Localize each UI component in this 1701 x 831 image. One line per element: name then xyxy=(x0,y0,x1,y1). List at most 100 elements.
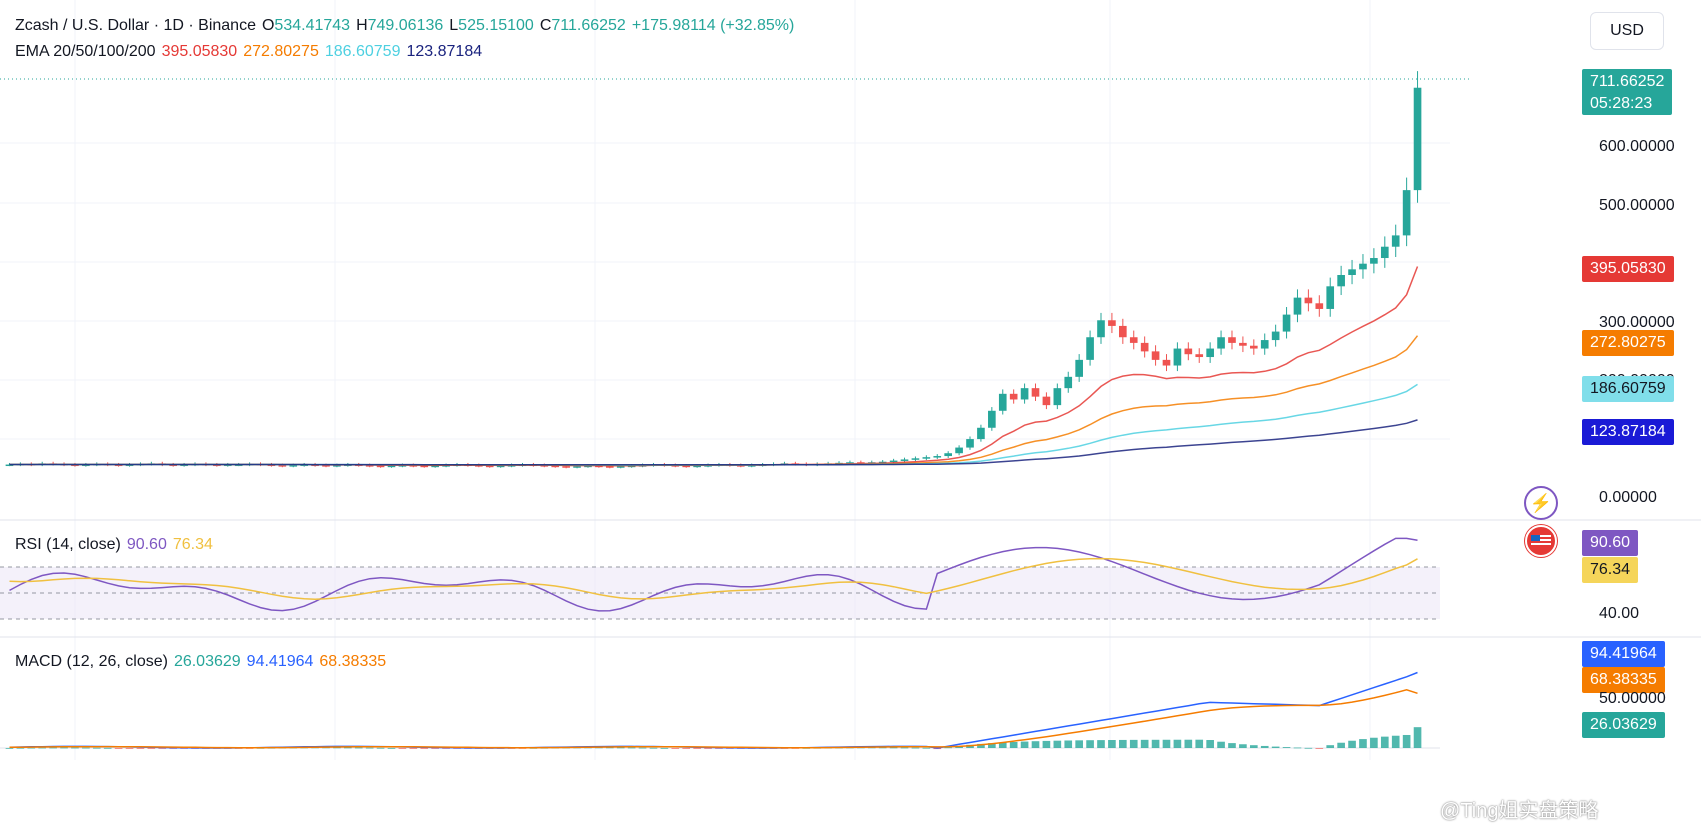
candle-body xyxy=(1228,337,1236,343)
candle-body xyxy=(322,465,330,467)
macd-histogram-bar xyxy=(1020,741,1029,748)
macd-histogram-bar xyxy=(49,747,57,749)
price-axis-label: 600.00000 xyxy=(1599,138,1675,155)
candle-body xyxy=(1129,337,1138,343)
candle-body xyxy=(922,457,931,459)
macd-histogram-bar xyxy=(1075,740,1083,748)
macd-hist-tag: 26.03629 xyxy=(1582,712,1665,738)
macd-label: MACD (12, 26, close) xyxy=(15,653,168,670)
macd-signal-line xyxy=(9,689,1418,749)
macd-histogram-bar xyxy=(1195,739,1204,748)
candle-body xyxy=(1260,340,1269,349)
ema-legend[interactable]: EMA 20/50/100/200 395.05830 272.80275 186.6… xyxy=(15,43,488,61)
currency-button[interactable]: USD xyxy=(1590,12,1664,50)
macd-histogram-bar xyxy=(660,747,669,749)
macd-histogram-bar xyxy=(900,747,909,749)
macd-histogram-bar xyxy=(998,742,1007,748)
candle-body xyxy=(1337,275,1345,287)
macd-histogram-bar xyxy=(1260,745,1269,748)
candle-body xyxy=(966,439,974,448)
macd-pane xyxy=(0,671,1440,750)
macd-histogram-bar xyxy=(1239,744,1247,748)
macd-histogram-bar xyxy=(1391,735,1400,748)
ema-legend-label: EMA 20/50/100/200 xyxy=(15,43,156,60)
macd-histogram-bar xyxy=(376,747,385,749)
candle-body xyxy=(387,465,396,468)
us-flag-icon[interactable] xyxy=(1525,525,1557,557)
rsi-value-tag: 90.60 xyxy=(1582,530,1639,556)
macd-histogram-bar xyxy=(431,748,439,749)
macd-histogram-bar xyxy=(977,743,985,748)
candle-body xyxy=(82,464,90,467)
lightning-icon[interactable]: ⚡ xyxy=(1524,486,1558,520)
candle-body xyxy=(1391,235,1400,247)
macd-histogram-bar xyxy=(398,748,407,749)
macd-histogram-bar xyxy=(1009,741,1018,748)
macd-histogram-bar xyxy=(5,748,14,749)
close-value: 711.66252 xyxy=(551,17,626,34)
candle-body xyxy=(1042,396,1051,406)
macd-histogram-bar xyxy=(649,747,658,749)
macd-histogram-bar xyxy=(922,747,931,749)
open-label: O xyxy=(261,17,275,34)
ema100-price-tag: 186.60759 xyxy=(1582,376,1674,402)
rsi-legend[interactable]: RSI (14, close) 90.60 76.34 xyxy=(15,536,219,554)
candle-body xyxy=(420,465,429,468)
macd-histogram-bar xyxy=(387,747,396,749)
candle-body xyxy=(1239,342,1247,346)
price-axis-label: 0.00000 xyxy=(1599,489,1657,506)
candle-body xyxy=(1075,359,1083,377)
rsi-pane xyxy=(0,537,1440,620)
candle-body xyxy=(333,465,341,467)
rsi-ma-tag: 76.34 xyxy=(1582,557,1639,583)
last-price-value: 711.66252 xyxy=(1590,73,1665,90)
macd-hist-value: 26.03629 xyxy=(173,653,241,670)
countdown-value: 05:28:23 xyxy=(1590,95,1653,112)
macd-histogram-bar xyxy=(1140,739,1149,748)
macd-histogram-bar xyxy=(1315,748,1324,749)
candle-body xyxy=(551,465,560,468)
macd-histogram-bar xyxy=(1031,741,1040,748)
candle-body xyxy=(595,465,603,468)
macd-histogram-bar xyxy=(344,747,352,749)
macd-histogram-bar xyxy=(1293,747,1302,749)
candle-body xyxy=(616,466,625,468)
ema200-value: 123.87184 xyxy=(406,43,483,60)
candle-body xyxy=(1140,342,1149,352)
symbol-header: Zcash / U.S. Dollar · 1D · Binance O534.4… xyxy=(15,17,800,35)
candle-body xyxy=(5,464,14,467)
candle-body xyxy=(1184,348,1193,355)
candle-body xyxy=(900,459,909,461)
macd-histogram-bar xyxy=(1173,739,1182,748)
low-value: 525.15100 xyxy=(458,17,534,34)
macd-histogram-bar xyxy=(1413,727,1422,748)
ema50-price-tag: 272.80275 xyxy=(1582,330,1674,356)
grid xyxy=(0,0,1701,760)
macd-histogram-bar xyxy=(1129,739,1138,748)
price-axis-label: 300.00000 xyxy=(1599,314,1675,331)
macd-histogram-bar xyxy=(704,748,712,749)
candle-body xyxy=(1413,87,1422,191)
candle-body xyxy=(1195,354,1204,358)
macd-histogram-bar xyxy=(365,747,374,749)
macd-legend[interactable]: MACD (12, 26, close) 26.03629 94.41964 68.3… xyxy=(15,653,392,671)
candle-body xyxy=(114,464,123,467)
macd-histogram-bar xyxy=(1271,746,1280,748)
candle-body xyxy=(365,465,374,467)
candle-body xyxy=(955,447,963,454)
candle-body xyxy=(1249,345,1258,349)
macd-histogram-bar xyxy=(1228,743,1236,748)
macd-histogram-bar xyxy=(71,747,79,749)
rsi-ma-value: 76.34 xyxy=(172,536,213,553)
candle-body xyxy=(1370,258,1378,264)
ema-20-line xyxy=(9,266,1419,467)
candle-body xyxy=(1053,388,1062,406)
candle-body xyxy=(682,465,691,468)
macd-histogram-bar xyxy=(60,747,68,749)
macd-histogram-bar xyxy=(354,747,363,749)
ema100-value: 186.60759 xyxy=(324,43,401,60)
candle-body xyxy=(1151,351,1160,360)
macd-histogram-bar xyxy=(1184,739,1193,748)
ema200-price-tag: 123.87184 xyxy=(1582,419,1674,445)
